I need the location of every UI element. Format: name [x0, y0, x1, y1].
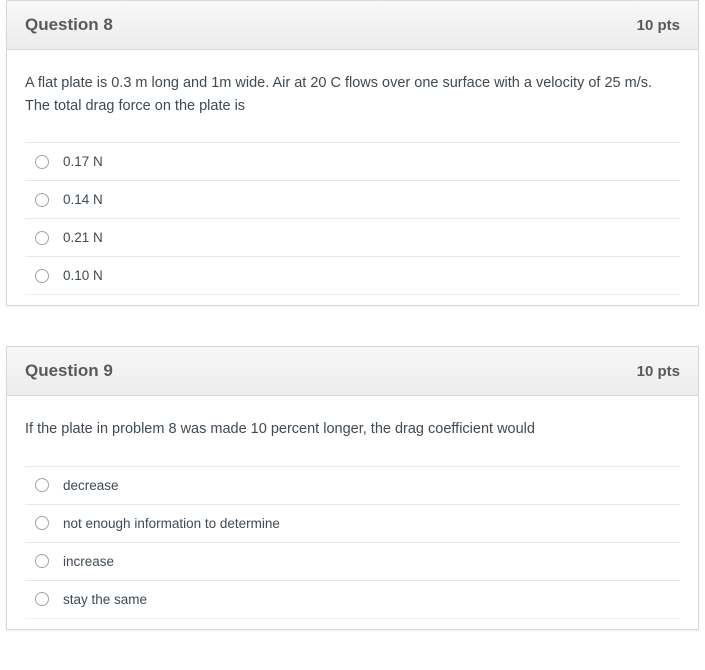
option-row[interactable]: increase — [25, 542, 680, 580]
question-title: Question 8 — [25, 15, 113, 35]
question-card-9: Question 9 10 pts If the plate in proble… — [6, 346, 699, 629]
option-label: 0.21 N — [63, 230, 103, 245]
option-radio[interactable] — [35, 516, 49, 530]
option-label: 0.14 N — [63, 192, 103, 207]
option-row[interactable]: stay the same — [25, 580, 680, 619]
option-row[interactable]: not enough information to determine — [25, 504, 680, 542]
question-header: Question 9 10 pts — [7, 347, 698, 396]
option-radio[interactable] — [35, 193, 49, 207]
option-label: 0.17 N — [63, 154, 103, 169]
option-radio[interactable] — [35, 231, 49, 245]
question-body: A flat plate is 0.3 m long and 1m wide. … — [7, 50, 698, 305]
option-radio[interactable] — [35, 269, 49, 283]
option-radio[interactable] — [35, 478, 49, 492]
question-points: 10 pts — [637, 363, 680, 380]
question-header: Question 8 10 pts — [7, 1, 698, 50]
option-label: increase — [63, 554, 114, 569]
question-prompt: If the plate in problem 8 was made 10 pe… — [25, 418, 680, 441]
question-body: If the plate in problem 8 was made 10 pe… — [7, 396, 698, 628]
options-list: 0.17 N 0.14 N 0.21 N 0.10 N — [25, 142, 680, 295]
option-label: decrease — [63, 478, 119, 493]
option-label: 0.10 N — [63, 268, 103, 283]
option-radio[interactable] — [35, 592, 49, 606]
question-card-8: Question 8 10 pts A flat plate is 0.3 m … — [6, 0, 699, 306]
question-prompt: A flat plate is 0.3 m long and 1m wide. … — [25, 72, 680, 118]
question-points: 10 pts — [637, 17, 680, 34]
option-row[interactable]: 0.14 N — [25, 180, 680, 218]
option-radio[interactable] — [35, 155, 49, 169]
option-label: not enough information to determine — [63, 516, 280, 531]
option-row[interactable]: 0.21 N — [25, 218, 680, 256]
question-title: Question 9 — [25, 361, 113, 381]
option-row[interactable]: decrease — [25, 466, 680, 504]
option-radio[interactable] — [35, 554, 49, 568]
option-label: stay the same — [63, 592, 147, 607]
option-row[interactable]: 0.17 N — [25, 142, 680, 180]
option-row[interactable]: 0.10 N — [25, 256, 680, 295]
options-list: decrease not enough information to deter… — [25, 466, 680, 619]
